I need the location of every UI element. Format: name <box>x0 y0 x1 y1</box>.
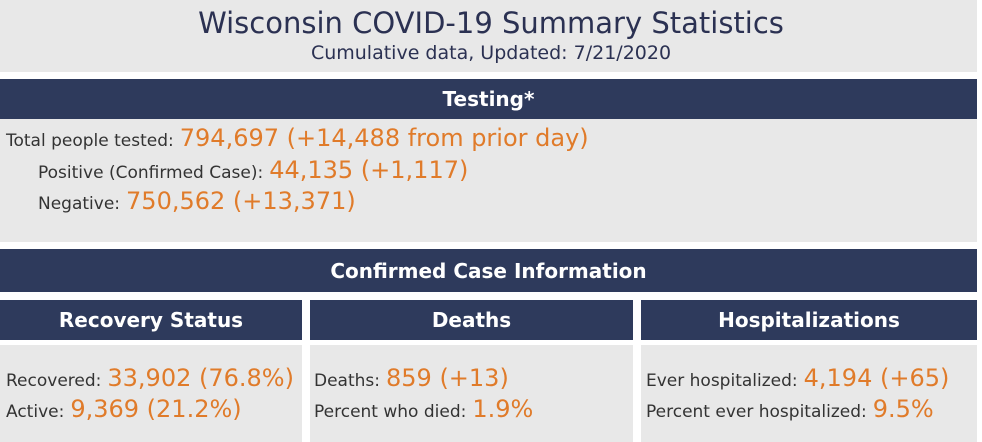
percent-died-value: 1.9% <box>472 395 534 423</box>
ever-hospitalized-row: Ever hospitalized: 4,194 (+65) <box>646 364 949 392</box>
negative-value: 750,562 (+13,371) <box>126 187 356 215</box>
page-title: Wisconsin COVID-19 Summary Statistics <box>198 6 784 40</box>
deaths-header: Deaths <box>310 300 633 340</box>
header-panel <box>0 0 977 72</box>
active-value: 9,369 (21.2%) <box>70 395 242 423</box>
testing-header: Testing* <box>0 79 977 119</box>
total-tested-row: Total people tested: 794,697 (+14,488 fr… <box>6 124 589 152</box>
hospitalizations-header: Hospitalizations <box>641 300 977 340</box>
deaths-label: Deaths: <box>314 371 380 391</box>
percent-hospitalized-row: Percent ever hospitalized: 9.5% <box>646 395 934 423</box>
case-info-header: Confirmed Case Information <box>0 249 977 292</box>
recovered-row: Recovered: 33,902 (76.8%) <box>6 364 294 392</box>
percent-hospitalized-value: 9.5% <box>872 395 934 423</box>
recovery-panel <box>0 345 302 442</box>
recovered-value: 33,902 (76.8%) <box>107 364 294 392</box>
percent-died-label: Percent who died: <box>314 402 467 422</box>
testing-panel <box>0 119 977 242</box>
positive-label: Positive (Confirmed Case): <box>38 163 264 183</box>
negative-row: Negative: 750,562 (+13,371) <box>38 187 356 215</box>
deaths-value: 859 (+13) <box>386 364 509 392</box>
page-subtitle: Cumulative data, Updated: 7/21/2020 <box>310 42 672 64</box>
deaths-row: Deaths: 859 (+13) <box>314 364 509 392</box>
recovery-header: Recovery Status <box>0 300 302 340</box>
ever-hospitalized-label: Ever hospitalized: <box>646 371 798 391</box>
percent-hospitalized-label: Percent ever hospitalized: <box>646 402 867 422</box>
positive-row: Positive (Confirmed Case): 44,135 (+1,11… <box>38 156 468 184</box>
total-tested-label: Total people tested: <box>6 131 174 151</box>
deaths-panel <box>310 345 633 442</box>
negative-label: Negative: <box>38 194 121 214</box>
active-row: Active: 9,369 (21.2%) <box>6 395 242 423</box>
positive-value: 44,135 (+1,117) <box>269 156 469 184</box>
hospitalizations-panel <box>641 345 977 442</box>
ever-hospitalized-value: 4,194 (+65) <box>803 364 950 392</box>
total-tested-value: 794,697 (+14,488 from prior day) <box>179 124 589 152</box>
active-label: Active: <box>6 402 65 422</box>
percent-died-row: Percent who died: 1.9% <box>314 395 533 423</box>
recovered-label: Recovered: <box>6 371 102 391</box>
